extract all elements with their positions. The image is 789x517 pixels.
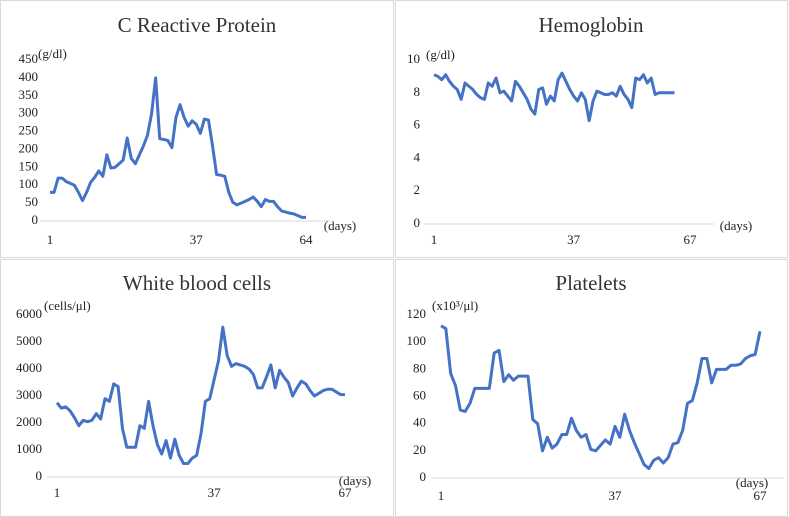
data-line [440,324,762,470]
y-tick-label: 4000 [16,360,42,375]
data-line [55,325,345,465]
y-axis-unit: (g/dl) [426,47,455,62]
chart-title: Hemoglobin [539,13,644,37]
y-tick-label: 3000 [16,387,42,402]
x-axis-unit: (days) [324,218,357,233]
y-tick-label: 200 [19,140,39,155]
x-tick-label: 37 [208,485,222,500]
data-line [433,71,675,123]
x-tick-label: 1 [54,485,61,500]
x-axis-unit: (days) [339,473,372,488]
y-tick-label: 1000 [16,441,42,456]
x-tick-label: 37 [190,232,204,247]
chart-title: C Reactive Protein [118,13,277,37]
y-tick-label: 400 [19,69,39,84]
y-tick-label: 60 [413,387,426,402]
x-tick-label: 67 [684,232,698,247]
y-tick-label: 350 [19,87,39,102]
x-tick-label: 37 [609,488,623,503]
x-tick-label: 37 [567,232,581,247]
y-tick-label: 5000 [16,333,42,348]
y-tick-label: 20 [413,442,426,457]
y-tick-label: 8 [414,84,421,99]
y-axis-unit: (cells/μl) [44,298,91,313]
y-tick-label: 150 [19,158,39,173]
y-tick-label: 6 [414,117,421,132]
y-tick-label: 40 [413,415,426,430]
x-tick-label: 1 [47,232,54,247]
y-tick-label: 50 [25,194,38,209]
y-tick-label: 2000 [16,414,42,429]
y-tick-label: 0 [414,215,421,230]
data-line [50,76,306,219]
y-axis-unit: (x10³/μl) [432,298,478,313]
y-tick-label: 0 [420,469,427,484]
x-axis-unit: (days) [720,218,753,233]
panel [395,0,788,258]
y-tick-label: 4 [414,149,421,164]
x-tick-label: 1 [431,232,438,247]
x-tick-label: 67 [754,488,768,503]
y-tick-label: 0 [36,468,43,483]
x-tick-label: 64 [300,232,314,247]
x-tick-label: 1 [438,488,445,503]
chart-title: White blood cells [123,271,271,295]
y-tick-label: 120 [407,306,427,321]
y-tick-label: 250 [19,123,39,138]
y-tick-label: 80 [413,360,426,375]
chart-title: Platelets [555,271,626,295]
panel [395,259,788,517]
y-axis-unit: (g/dl) [38,46,67,61]
x-tick-label: 67 [339,485,353,500]
y-tick-label: 2 [414,182,421,197]
y-tick-label: 450 [19,51,39,66]
y-tick-label: 6000 [16,306,42,321]
x-axis-unit: (days) [736,475,769,490]
y-tick-label: 10 [407,51,420,66]
y-tick-label: 100 [19,176,39,191]
y-tick-label: 300 [19,105,39,120]
y-tick-label: 0 [32,212,39,227]
y-tick-label: 100 [407,333,427,348]
